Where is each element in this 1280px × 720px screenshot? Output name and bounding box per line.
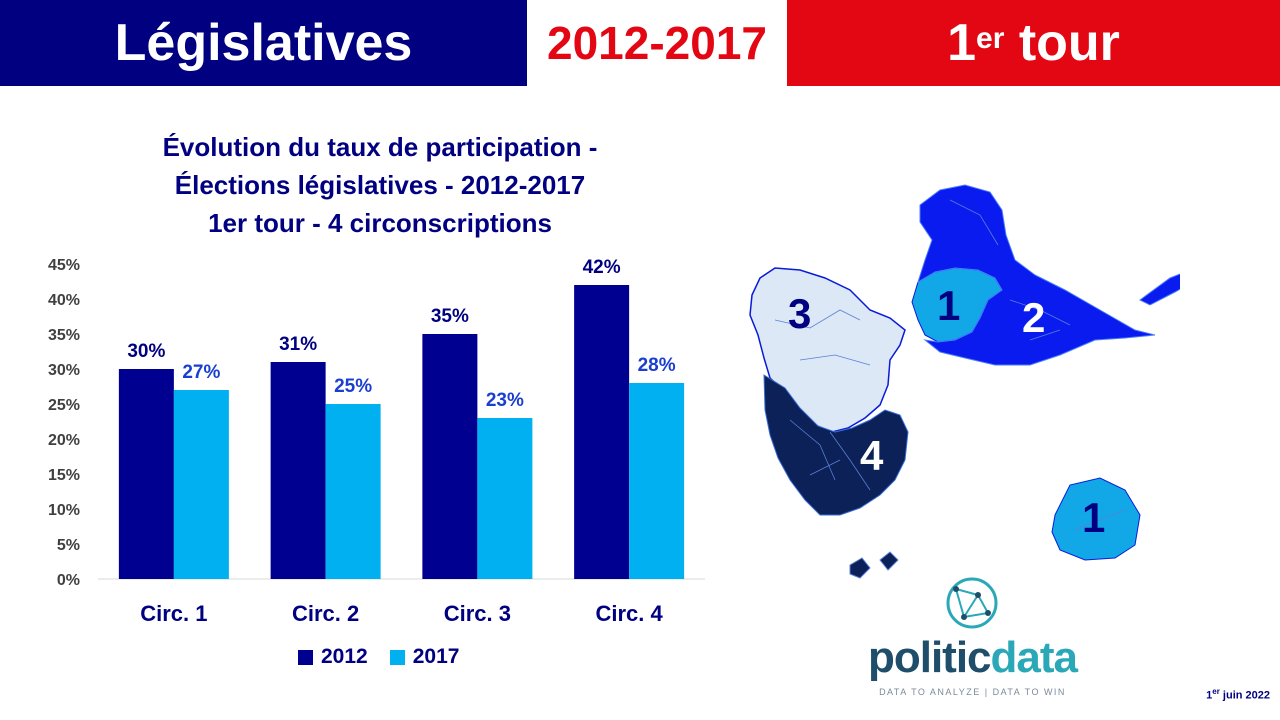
data-label-2017: 28% <box>638 355 676 376</box>
x-category-label: Circ. 3 <box>444 601 511 626</box>
map-island-desirade <box>1139 273 1180 306</box>
bar-2012 <box>118 369 174 579</box>
x-category-label: Circ. 2 <box>292 601 359 626</box>
bar-2012 <box>270 362 326 579</box>
data-label-2017: 27% <box>182 362 220 383</box>
date-day: 1 <box>1206 689 1213 702</box>
chart-title-line-2: Élections législatives - 2012-2017 <box>174 170 586 200</box>
header-round: 1 er tour <box>787 0 1280 86</box>
logo-tagline: DATA TO ANALYZE | DATA TO WIN <box>879 687 1066 697</box>
header-round-sup: er <box>976 22 1005 55</box>
logo-word-part1: politic <box>867 633 992 682</box>
bar-2017 <box>477 418 533 579</box>
date-sup: er <box>1212 687 1220 696</box>
logo-word-part2: data <box>990 633 1078 682</box>
y-tick-label: 25% <box>48 397 80 414</box>
map-label-circ-3: 3 <box>788 290 811 337</box>
y-tick-label: 40% <box>48 292 80 309</box>
data-label-2012: 30% <box>127 341 165 362</box>
map-internal-borders <box>774 199 1126 531</box>
politicdata-logo: politicdata DATA TO ANALYZE | DATA TO WI… <box>860 575 1085 700</box>
y-tick-label: 5% <box>57 537 80 554</box>
y-tick-label: 10% <box>48 502 80 519</box>
chart-title-line-3: 1er tour - 4 circonscriptions <box>208 208 552 238</box>
map-label-circ-1-south: 1 <box>1082 494 1105 541</box>
map-island-les-saintes <box>849 551 899 579</box>
x-category-label: Circ. 1 <box>140 601 207 626</box>
bar-2012 <box>422 334 478 579</box>
map-label-circ-2: 2 <box>1022 294 1045 341</box>
data-label-2012: 42% <box>583 257 621 278</box>
bar-2017 <box>325 404 381 579</box>
legend-label-2017: 2017 <box>412 645 460 668</box>
y-tick-label: 20% <box>48 432 80 449</box>
map-labels: 3 1 2 4 1 <box>788 282 1105 541</box>
legend-item-2017: 2017 <box>389 645 460 669</box>
y-tick-label: 0% <box>57 572 80 589</box>
map-region-circ-4 <box>763 374 909 516</box>
header-round-suffix: tour <box>1004 14 1120 72</box>
bar-chart: 0% 5% 10% 15% 20% 25% 30% 35% 40% 45% 30% 27% Circ. … <box>48 257 705 626</box>
chart-title: Évolution du taux de participation - Éle… <box>60 128 700 242</box>
globe-icon <box>946 577 998 629</box>
data-label-2012: 35% <box>431 306 469 327</box>
chart-title-line-1: Évolution du taux de participation - <box>162 132 598 162</box>
header-title-text: Législatives <box>114 14 413 72</box>
header-title: Législatives <box>0 0 527 86</box>
legend-item-2012: 2012 <box>298 645 368 669</box>
header-round-number: 1 <box>947 14 977 72</box>
legend-swatch-2017 <box>389 649 405 665</box>
date-rest: juin 2022 <box>1219 689 1270 702</box>
map-label-circ-4: 4 <box>860 432 884 479</box>
data-label-2012: 31% <box>279 334 317 355</box>
y-tick-label: 15% <box>48 467 80 484</box>
header-years: 2012-2017 <box>527 0 787 86</box>
header-years-text: 2012-2017 <box>547 17 767 69</box>
x-category-label: Circ. 4 <box>595 601 663 626</box>
logo-wordmark: politicdata <box>860 633 1085 683</box>
y-tick-label: 35% <box>48 327 80 344</box>
map-label-circ-1-north: 1 <box>937 282 960 329</box>
map-island-marie-galante <box>1051 477 1141 561</box>
chart-legend: 2012 2017 <box>298 645 459 669</box>
map-region-circ-3 <box>749 267 906 433</box>
map-shapes <box>749 184 1180 579</box>
map-region-circ-2 <box>917 184 1156 366</box>
constituency-map: 3 1 2 4 1 <box>749 184 1180 579</box>
date-stamp: 1er juin 2022 <box>1206 687 1270 702</box>
y-tick-label: 30% <box>48 362 80 379</box>
bar-2017 <box>173 390 229 579</box>
bar-2012 <box>574 285 630 579</box>
bar-2017 <box>629 383 685 579</box>
legend-swatch-2012 <box>298 649 313 665</box>
legend-label-2012: 2012 <box>321 645 368 668</box>
data-label-2017: 25% <box>334 376 372 397</box>
data-label-2017: 23% <box>486 390 524 411</box>
y-tick-label: 45% <box>48 257 80 274</box>
